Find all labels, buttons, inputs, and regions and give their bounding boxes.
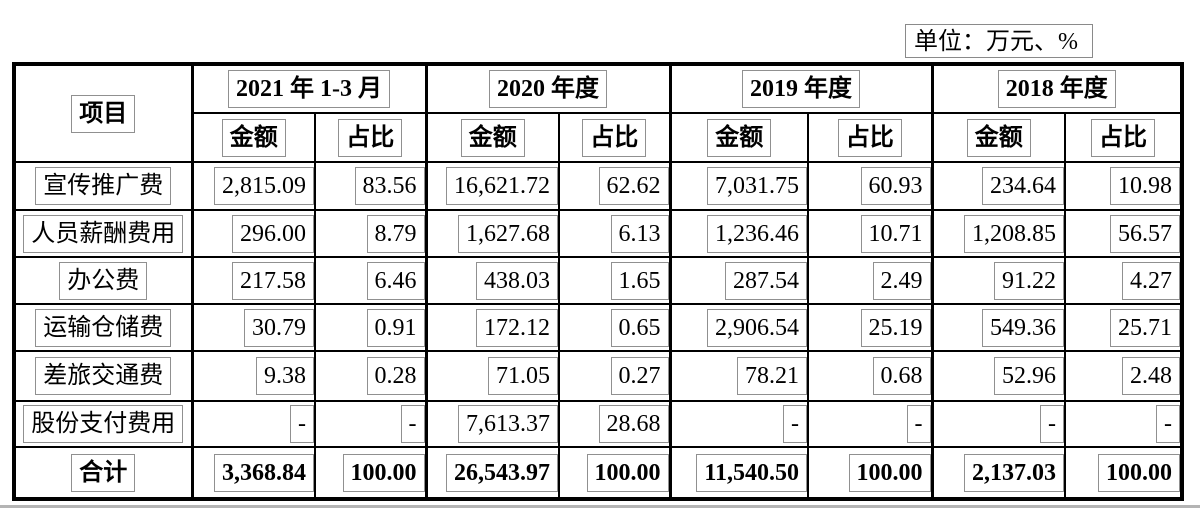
table-row: 人员薪酬费用 296.00 8.79 1,627.68 6.13 1,236.4… <box>14 209 1182 257</box>
period-label: 2019 年度 <box>742 70 860 108</box>
value-cell: 0.27 <box>558 350 670 401</box>
table-row: 差旅交通费 9.38 0.28 71.05 0.27 78.21 0.68 52… <box>14 350 1182 401</box>
value-cell: - <box>807 400 932 447</box>
period-label: 2020 年度 <box>489 70 607 108</box>
value-cell: - <box>1064 400 1182 447</box>
header-row-periods: 项目 2021 年 1-3 月 2020 年度 2019 年度 2018 年度 <box>14 64 1182 133</box>
page-divider <box>0 505 1200 508</box>
total-value-cell: 26,543.97 <box>424 446 559 499</box>
value-cell: 217.58 <box>190 256 315 304</box>
value-cell: 2,906.54 <box>668 303 808 351</box>
total-value-cell: 11,540.50 <box>668 446 808 499</box>
value-cell: 10.98 <box>1064 161 1182 210</box>
table-row: 宣传推广费 2,815.09 83.56 16,621.72 62.62 7,0… <box>14 161 1182 210</box>
value-cell: 7,031.75 <box>668 161 808 210</box>
value-cell: 2.48 <box>1064 350 1182 401</box>
ratio-header: 占比 <box>314 112 426 162</box>
amount-header: 金额 <box>930 112 1065 162</box>
value-cell: 2,815.09 <box>190 161 315 210</box>
value-cell: 0.91 <box>314 303 426 351</box>
value-cell: 0.68 <box>807 350 932 401</box>
period-header-2020: 2020 年度 <box>424 64 670 113</box>
value-cell: 56.57 <box>1064 209 1182 257</box>
amount-header: 金额 <box>668 112 808 162</box>
value-cell: 1,236.46 <box>668 209 808 257</box>
value-cell: 9.38 <box>190 350 315 401</box>
value-cell: 1,627.68 <box>424 209 559 257</box>
amount-header: 金额 <box>190 112 315 162</box>
value-cell: 62.62 <box>558 161 670 210</box>
total-value-cell: 2,137.03 <box>930 446 1065 499</box>
item-cell: 运输仓储费 <box>14 303 192 351</box>
total-value-cell: 3,368.84 <box>190 446 315 499</box>
table-row: 股份支付费用 - - 7,613.37 28.68 - - - - <box>14 400 1182 447</box>
value-cell: 549.36 <box>930 303 1065 351</box>
table-row: 运输仓储费 30.79 0.91 172.12 0.65 2,906.54 25… <box>14 303 1182 351</box>
item-cell: 差旅交通费 <box>14 350 192 401</box>
header-row-measures: 金额 占比 金额 占比 金额 占比 金额 占比 <box>14 112 1182 162</box>
value-cell: 234.64 <box>930 161 1065 210</box>
total-value-cell: 100.00 <box>314 446 426 499</box>
value-cell: 25.71 <box>1064 303 1182 351</box>
unit-label-text: 单位：万元、% <box>914 29 1078 55</box>
value-cell: - <box>190 400 315 447</box>
value-cell: 172.12 <box>424 303 559 351</box>
value-cell: 287.54 <box>668 256 808 304</box>
value-cell: 1.65 <box>558 256 670 304</box>
total-label-cell: 合计 <box>14 446 192 499</box>
value-cell: 1,208.85 <box>930 209 1065 257</box>
value-cell: 83.56 <box>314 161 426 210</box>
value-cell: 30.79 <box>190 303 315 351</box>
period-header-2019: 2019 年度 <box>668 64 932 113</box>
value-cell: 8.79 <box>314 209 426 257</box>
expense-table: 项目 2021 年 1-3 月 2020 年度 2019 年度 2018 年度 … <box>12 62 1184 501</box>
total-value-cell: 100.00 <box>807 446 932 499</box>
value-cell: 52.96 <box>930 350 1065 401</box>
table-row: 办公费 217.58 6.46 438.03 1.65 287.54 2.49 … <box>14 256 1182 304</box>
item-cell: 人员薪酬费用 <box>14 209 192 257</box>
period-header-2021: 2021 年 1-3 月 <box>190 64 426 113</box>
period-label: 2018 年度 <box>997 70 1116 108</box>
value-cell: 438.03 <box>424 256 559 304</box>
value-cell: 71.05 <box>424 350 559 401</box>
value-cell: 6.13 <box>558 209 670 257</box>
value-cell: 0.28 <box>314 350 426 401</box>
value-cell: 296.00 <box>190 209 315 257</box>
value-cell: - <box>930 400 1065 447</box>
total-value-cell: 100.00 <box>1064 446 1182 499</box>
total-row: 合计 3,368.84 100.00 26,543.97 100.00 11,5… <box>14 446 1182 499</box>
item-header-cell: 项目 <box>14 64 192 162</box>
period-header-2018: 2018 年度 <box>930 64 1182 113</box>
item-cell: 股份支付费用 <box>14 400 192 447</box>
amount-header: 金额 <box>424 112 559 162</box>
value-cell: 6.46 <box>314 256 426 304</box>
ratio-header: 占比 <box>1064 112 1182 162</box>
total-value-cell: 100.00 <box>558 446 670 499</box>
value-cell: 60.93 <box>807 161 932 210</box>
period-label: 2021 年 1-3 月 <box>228 70 390 108</box>
value-cell: 91.22 <box>930 256 1065 304</box>
value-cell: 78.21 <box>668 350 808 401</box>
value-cell: 2.49 <box>807 256 932 304</box>
value-cell: 25.19 <box>807 303 932 351</box>
item-cell: 宣传推广费 <box>14 161 192 210</box>
item-cell: 办公费 <box>14 256 192 304</box>
value-cell: 28.68 <box>558 400 670 447</box>
value-cell: - <box>668 400 808 447</box>
value-cell: 0.65 <box>558 303 670 351</box>
value-cell: 4.27 <box>1064 256 1182 304</box>
value-cell: 16,621.72 <box>424 161 559 210</box>
ratio-header: 占比 <box>807 112 932 162</box>
value-cell: 7,613.37 <box>424 400 559 447</box>
ratio-header: 占比 <box>558 112 670 162</box>
unit-label: 单位：万元、% <box>905 24 1093 58</box>
value-cell: - <box>314 400 426 447</box>
value-cell: 10.71 <box>807 209 932 257</box>
item-header-label: 项目 <box>71 94 136 133</box>
